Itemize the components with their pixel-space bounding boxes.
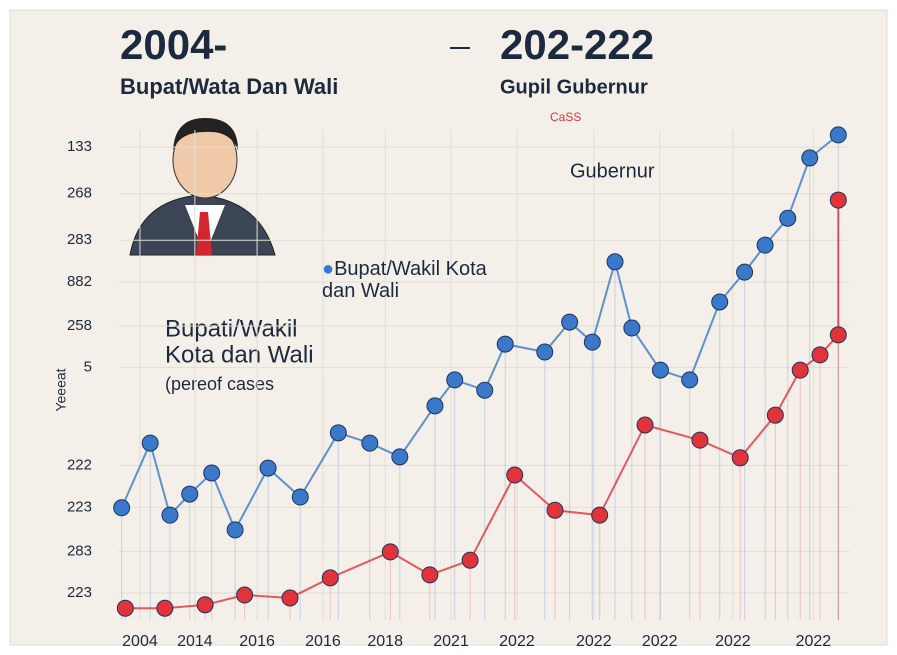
point [547,502,563,518]
point [584,334,600,350]
legend: ●Bupat/Wakil Kota dan Wali [322,258,502,302]
point [427,398,443,414]
point [537,344,553,360]
chart: 2004- 202-222 Bupat/Wata Dan Wali Gupil … [0,0,897,655]
y-tick-label: 283 [67,231,92,248]
y-tick-label: 222 [67,457,92,474]
point [462,552,478,568]
point [792,362,808,378]
point [282,590,298,606]
y-tick-label: 268 [67,185,92,202]
point [830,192,846,208]
x-tick-label: 2016 [239,633,275,650]
legend-swatch: ● [322,258,334,280]
subtitle-right: Gupil Gubernur [500,76,648,98]
tag: CaSS [550,110,581,124]
y-axis-label: Yeeeat [53,368,69,411]
background [10,10,887,645]
annotation: Bupati/Wakil [165,315,298,342]
point [157,600,173,616]
series-label: Gubernur [570,160,655,182]
x-tick-label: 2022 [576,633,612,650]
subtitle: Bupat/Wata Dan Wali [120,74,338,99]
point [592,507,608,523]
point [712,294,728,310]
point [447,372,463,388]
y-tick-label: 223 [67,584,92,601]
point [477,382,493,398]
point [292,489,308,505]
point [830,127,846,143]
legend-label: Bupat/Wakil Kota dan Wali [322,258,487,302]
y-tick-label: 258 [67,317,92,334]
point [737,264,753,280]
point [422,567,438,583]
x-tick-label: 2014 [177,633,213,650]
point [812,347,828,363]
point [780,210,796,226]
point [322,570,338,586]
point [362,435,378,451]
point [637,417,653,433]
point [507,467,523,483]
point [767,407,783,423]
x-tick-label: 2004 [122,633,158,650]
y-tick-label: 223 [67,498,92,515]
point [182,486,198,502]
x-tick-label: 2016 [305,633,341,650]
point [237,587,253,603]
point [732,450,748,466]
y-tick-label: 283 [67,542,92,559]
annotation: (pereof cases [165,374,274,394]
point [197,597,213,613]
point [117,600,133,616]
x-tick-label: 2021 [433,633,469,650]
point [624,320,640,336]
y-tick-label: 882 [67,273,92,290]
point [757,237,773,253]
point [562,314,578,330]
y-tick-label: 133 [67,138,92,155]
point [227,522,243,538]
page: 2004- 202-222 Bupat/Wata Dan Wali Gupil … [0,0,897,655]
point [142,435,158,451]
point [802,150,818,166]
point [682,372,698,388]
point [392,449,408,465]
x-tick-label: 2018 [367,633,403,650]
point [260,460,276,476]
point [382,544,398,560]
y-tick-label: 5 [84,359,92,376]
point [692,432,708,448]
point [114,500,130,516]
point [497,336,513,352]
point [162,507,178,523]
point [607,254,623,270]
point [652,362,668,378]
x-tick-label: 2022 [796,633,832,650]
point [204,465,220,481]
x-tick-label: 2022 [642,633,678,650]
chart-title: 2004- [120,21,227,68]
x-tick-label: 2022 [715,633,751,650]
chart-title-right: 202-222 [500,21,654,68]
annotation: Kota dan Wali [165,341,314,368]
x-tick-label: 2022 [499,633,535,650]
point [330,425,346,441]
